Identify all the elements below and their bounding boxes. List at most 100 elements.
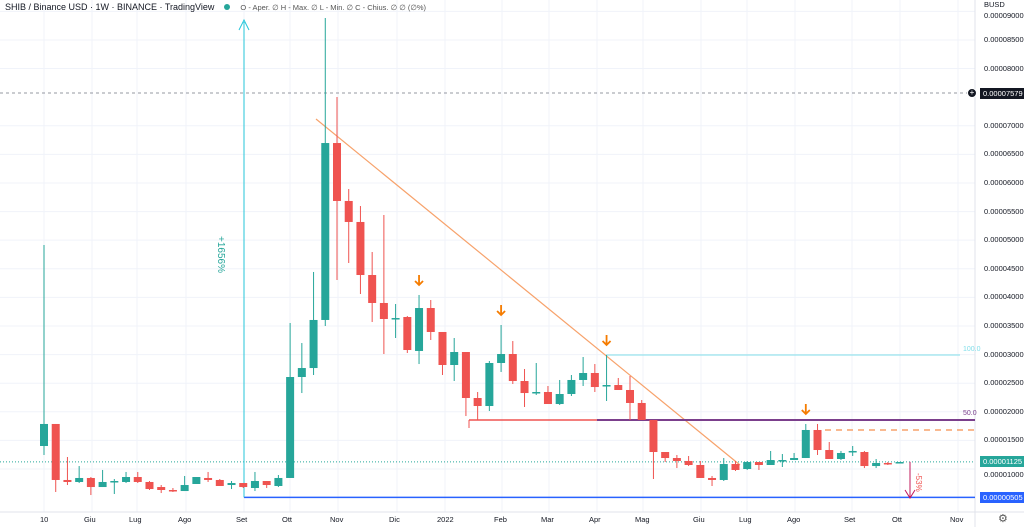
down-arrow-marker-icon <box>601 334 612 347</box>
time-tick-label: Nov <box>950 515 964 524</box>
candle-body <box>836 452 845 459</box>
candle-body <box>883 462 892 465</box>
candle-body <box>250 481 259 488</box>
candle-body <box>508 354 517 382</box>
candle-body <box>778 460 787 462</box>
candle-body <box>485 362 494 407</box>
candle-body <box>696 464 705 478</box>
candle-body <box>754 462 763 465</box>
current-price-tag: 0.00001125 <box>980 456 1024 467</box>
candle-body <box>860 452 869 467</box>
price-tick-label: 0.00004000 <box>984 292 1024 302</box>
price-tick-label: 0.00005500 <box>984 206 1024 216</box>
time-tick-label: Ott <box>892 515 903 524</box>
candle-body <box>895 462 904 464</box>
candle-body <box>391 318 400 320</box>
currency-label: BUSD <box>984 0 1005 9</box>
time-tick-label: Ago <box>178 515 192 524</box>
candle-body <box>333 143 341 201</box>
candle-body <box>239 483 248 488</box>
price-tick-label: 0.00001500 <box>984 435 1024 445</box>
price-tick-label: 0.00006500 <box>984 149 1024 159</box>
drop-percent-label: -53% <box>914 473 923 492</box>
candle-body <box>473 398 482 407</box>
candle-body <box>813 429 822 451</box>
price-tick-label: 0.00005000 <box>984 235 1024 245</box>
candle-body <box>766 460 775 465</box>
candle-body <box>497 354 506 363</box>
down-arrow-marker-icon <box>414 274 424 287</box>
rise-arrow-head-icon <box>238 18 250 31</box>
candle-body <box>719 464 728 480</box>
add-alert-plus-icon[interactable]: + <box>967 88 977 98</box>
price-tick-label: 0.00003000 <box>984 349 1024 359</box>
settings-gear-icon[interactable]: ⚙ <box>998 513 1008 525</box>
fib-50-label: 50.0 <box>963 410 977 417</box>
price-tick-label: 0.00004500 <box>984 263 1024 273</box>
price-tick-label: 0.00003500 <box>984 320 1024 330</box>
trend-line <box>315 118 741 466</box>
candle-body <box>649 419 658 453</box>
chart-legend: SHIB / Binance USD · 1W · BINANCE · Trad… <box>5 2 426 12</box>
candle-body <box>520 381 529 394</box>
price-tick-label: 0.00006000 <box>984 177 1024 187</box>
time-tick-label: 10 <box>40 515 49 524</box>
candle-body <box>731 464 740 470</box>
candle-body <box>51 423 60 480</box>
time-tick-label: Nov <box>330 515 344 524</box>
candle-body <box>204 477 213 480</box>
candle-body <box>110 481 119 483</box>
candle-body <box>579 373 588 380</box>
candle-body <box>567 379 576 394</box>
price-tick-label: 0.00001000 <box>984 470 1024 479</box>
time-tick-label: Apr <box>589 515 601 524</box>
candle-body <box>801 429 810 459</box>
symbol-title[interactable]: SHIB / Binance USD · 1W · BINANCE · Trad… <box>5 2 215 12</box>
candle-body <box>438 331 447 365</box>
candle-body <box>684 460 693 465</box>
candle-body <box>297 368 306 378</box>
time-tick-label: Lug <box>739 515 752 524</box>
candle-body <box>227 483 236 486</box>
candle-body <box>614 385 623 390</box>
candle-body <box>86 477 95 488</box>
candle-body <box>309 319 318 369</box>
candle-body <box>274 477 283 486</box>
candle-body <box>157 487 166 490</box>
rise-percent-label: +1656% <box>215 236 226 273</box>
candle-body <box>743 462 752 469</box>
time-tick-label: Set <box>236 515 248 524</box>
candle-body <box>543 391 552 405</box>
down-arrow-marker-icon <box>496 305 506 317</box>
candle-body <box>356 221 365 276</box>
price-tick-label: 0.00002000 <box>984 406 1024 416</box>
candle-body <box>825 450 834 459</box>
candle-body <box>415 308 424 351</box>
candle-body <box>122 477 131 482</box>
time-tick-label: Mar <box>541 515 554 524</box>
time-tick-label: Giu <box>693 515 705 524</box>
price-tick-label: 0.00007000 <box>984 120 1024 130</box>
candle-body <box>708 477 717 480</box>
price-tick-label: 0.00008000 <box>984 63 1024 73</box>
time-tick-label: Dic <box>389 515 400 524</box>
candle-body <box>426 308 435 332</box>
candle-body <box>98 481 107 488</box>
candle-body <box>602 385 611 387</box>
time-tick-label: Mag <box>635 515 650 524</box>
time-tick-label: Lug <box>129 515 142 524</box>
market-status-dot-icon <box>224 4 231 10</box>
time-tick-label: 2022 <box>437 515 454 524</box>
candle-body <box>461 352 470 399</box>
price-tick-label: 0.00009000 <box>984 11 1024 20</box>
candle-body <box>40 423 48 447</box>
ohlc-values: O - Aper. ∅ H - Max. ∅ L - Min. ∅ C - Ch… <box>240 2 427 12</box>
candle-body <box>133 477 142 482</box>
candle-body <box>379 302 388 319</box>
candle-body <box>215 479 224 486</box>
time-tick-label: Ago <box>787 515 801 524</box>
candle-body <box>368 275 377 303</box>
time-tick-label: Feb <box>494 515 507 524</box>
candle-body <box>262 481 271 486</box>
